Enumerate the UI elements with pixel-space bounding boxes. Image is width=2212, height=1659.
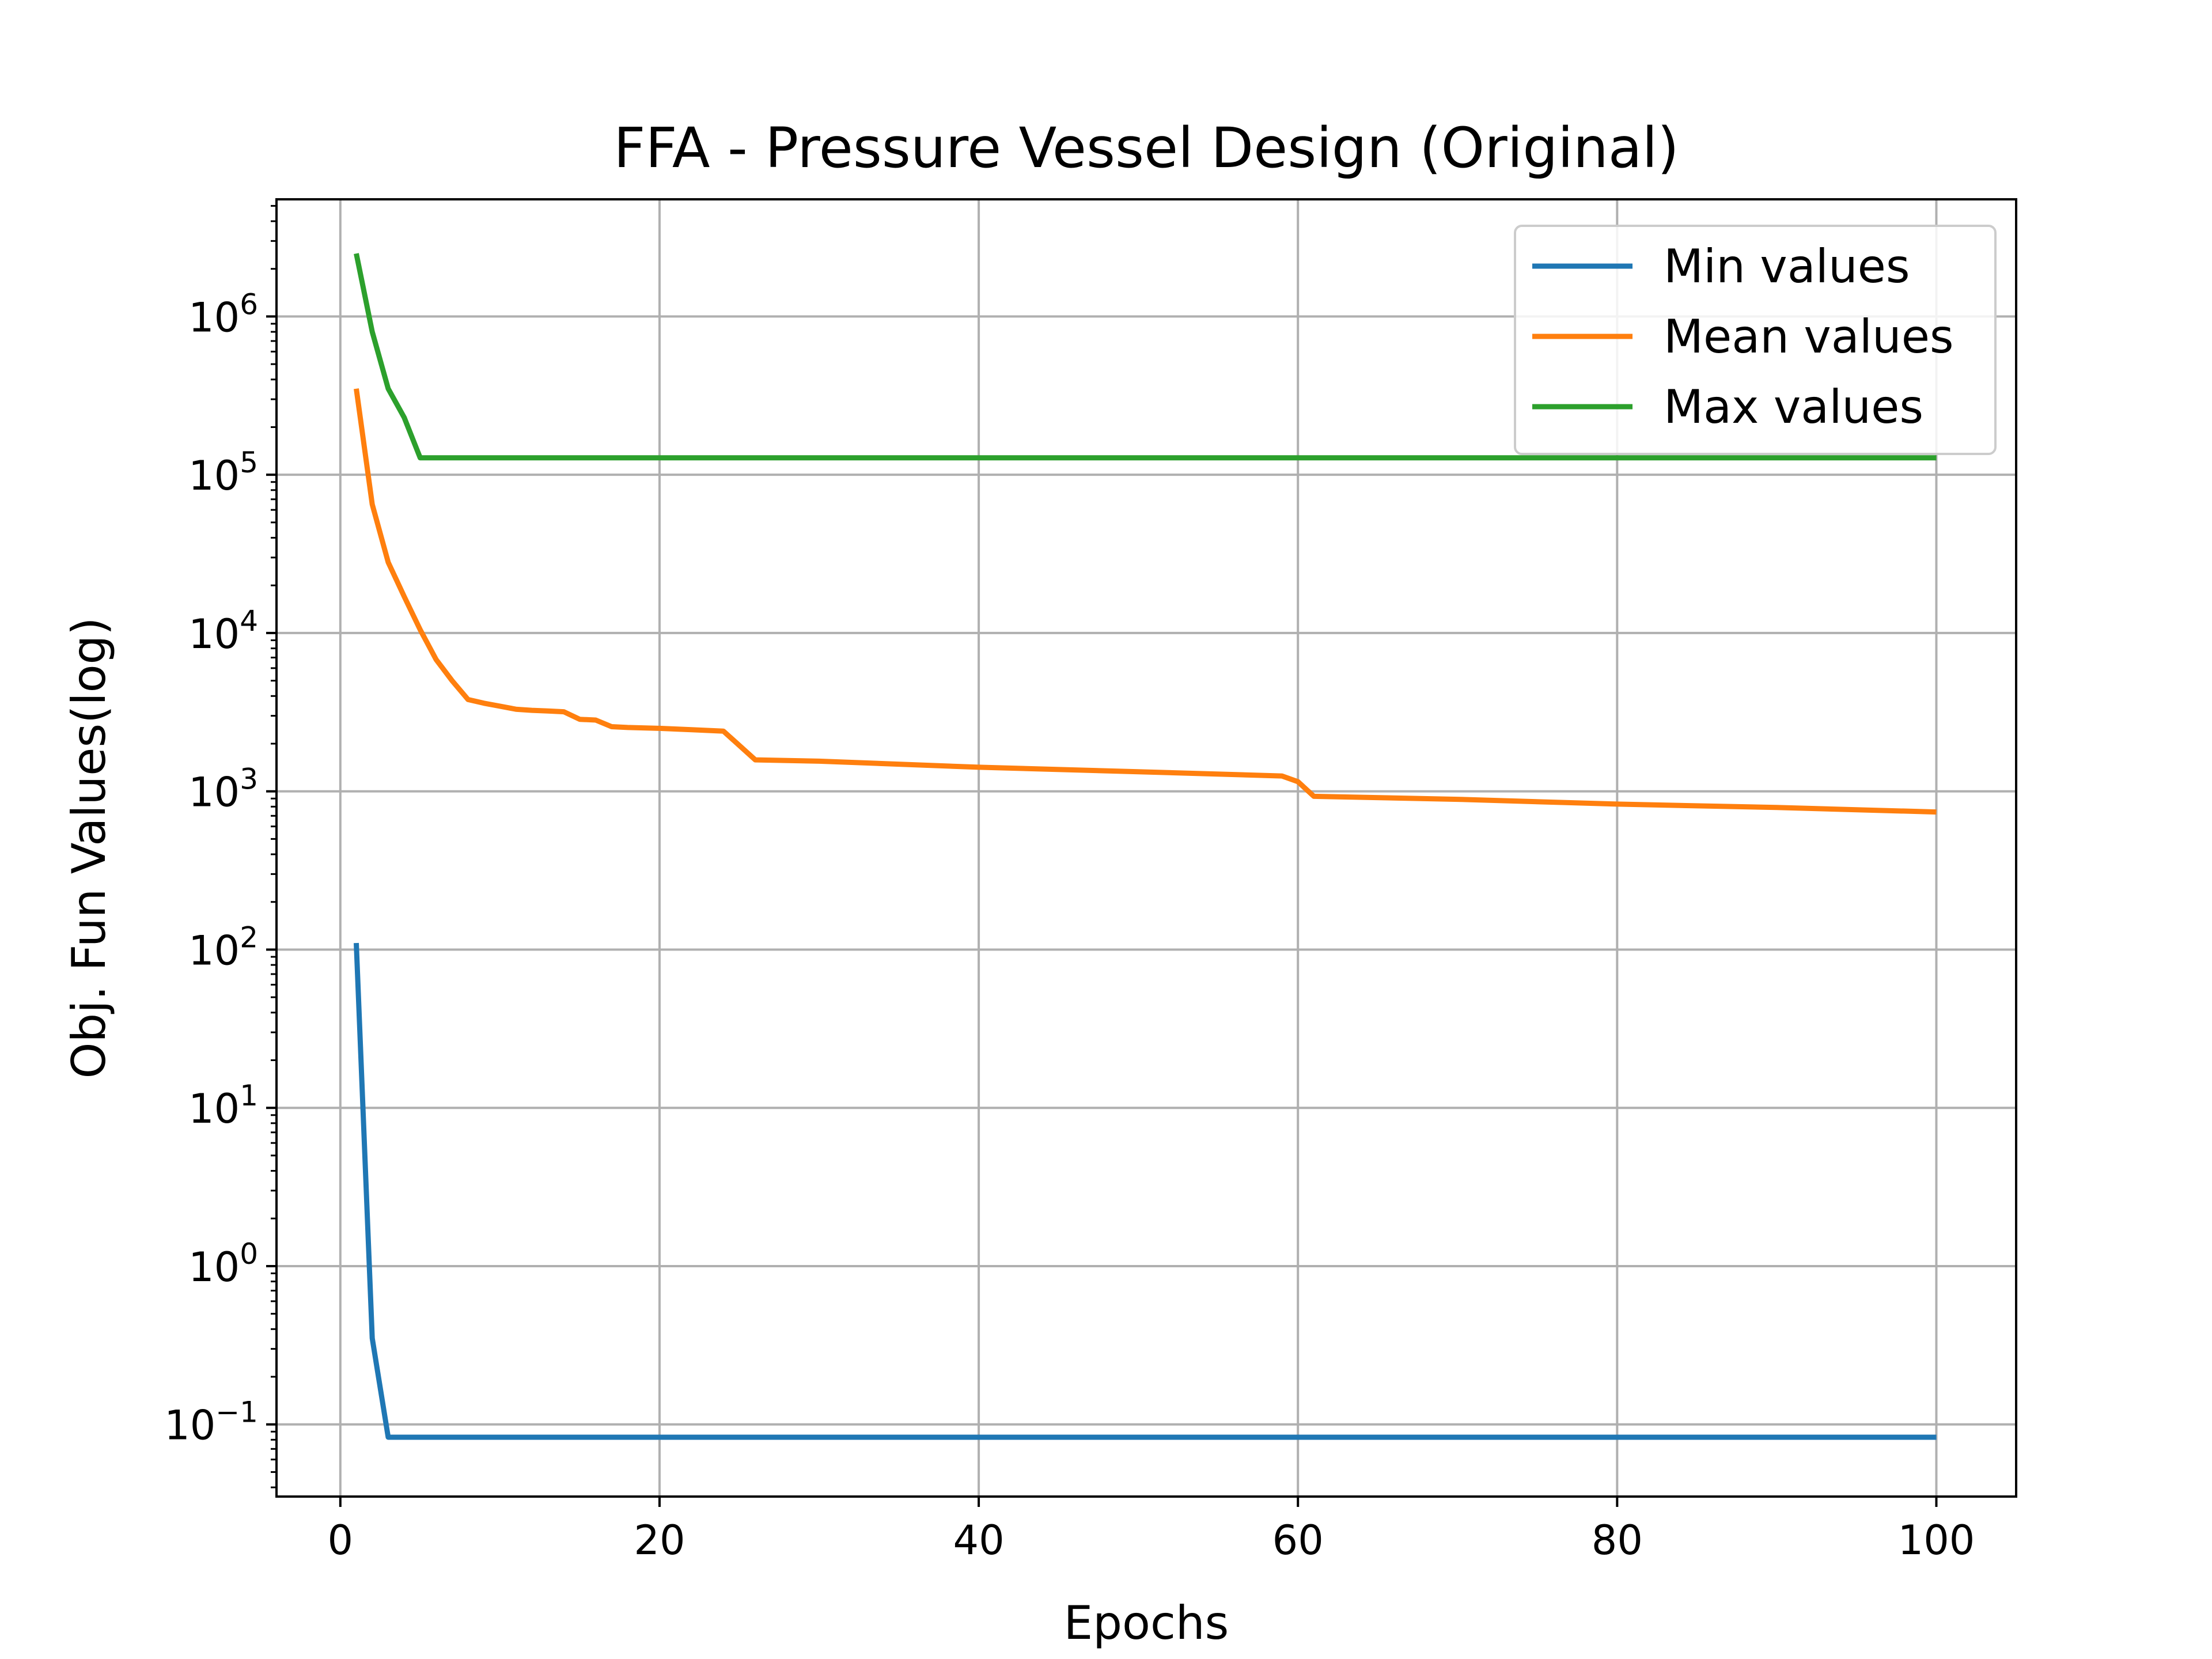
x-tick-label: 60 — [1272, 1517, 1324, 1564]
y-tick-label: 10−1 — [164, 1396, 258, 1449]
x-tick-label: 20 — [634, 1517, 685, 1564]
x-tick-label: 40 — [953, 1517, 1005, 1564]
y-tick-label: 100 — [188, 1237, 258, 1291]
tick-labels: 0 20 40 60 80 100 10−1 100 101 102 103 104 105 106 — [164, 287, 1975, 1564]
legend-box — [1514, 225, 1997, 455]
x-tick-label: 0 — [328, 1517, 354, 1564]
series-line-mean-values — [354, 388, 1937, 815]
y-tick-label: 106 — [188, 287, 258, 341]
legend: Min values Mean values Max values — [1514, 225, 1997, 455]
ticks — [266, 204, 1938, 1507]
series-lines — [354, 253, 1937, 1440]
y-tick-label: 104 — [188, 604, 258, 658]
y-tick-label: 105 — [188, 446, 258, 499]
y-tick-label: 102 — [188, 921, 258, 974]
y-tick-label: 101 — [188, 1079, 258, 1132]
series-line-min-values — [354, 942, 1937, 1440]
plot-frame — [275, 198, 2017, 1498]
series-line-max-values — [354, 253, 1937, 461]
legend-label-max-values: Max values — [1664, 380, 1923, 434]
x-tick-label: 100 — [1898, 1517, 1975, 1564]
y-axis-label: Obj. Fun Values(log) — [62, 617, 116, 1078]
chart-title: FFA - Pressure Vessel Design (Original) — [613, 116, 1679, 180]
y-tick-label: 103 — [188, 763, 258, 816]
x-tick-label: 80 — [1592, 1517, 1643, 1564]
x-axis-label: Epochs — [1064, 1596, 1229, 1650]
legend-label-min-values: Min values — [1664, 240, 1910, 293]
legend-label-mean-values: Mean values — [1664, 310, 1954, 363]
